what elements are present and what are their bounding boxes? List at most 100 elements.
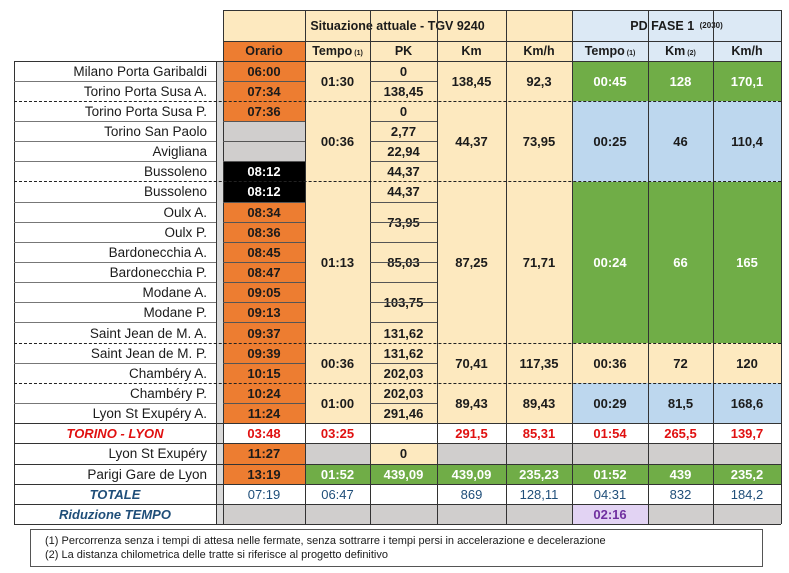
- footnote-1: (1) Percorrenza senza i tempi di attesa …: [45, 535, 606, 547]
- tempo-cell: 01:30: [305, 61, 370, 102]
- row-divider: [223, 141, 305, 143]
- station-name: Milano Porta Garibaldi: [73, 63, 207, 79]
- riduzione-tempo-label: Riduzione TEMPO: [59, 506, 171, 522]
- row-divider: [370, 282, 437, 284]
- pd-tempo-cell: 00:24: [572, 181, 648, 344]
- column-divider: [647, 10, 649, 525]
- pd-kmh-cell: 235,2: [713, 464, 781, 485]
- row-divider: [14, 483, 781, 485]
- column-divider: [505, 10, 507, 525]
- row-divider: [14, 161, 216, 163]
- station-name: Bardonecchia P.: [109, 265, 207, 281]
- pd-km-cell: 81,5: [648, 383, 713, 424]
- orario-cell: 13:19: [223, 464, 305, 485]
- row-divider: [223, 241, 305, 243]
- row-divider: [223, 9, 781, 11]
- pk-cell: 202,03: [370, 383, 437, 404]
- pd-km-cell: 66: [648, 181, 713, 344]
- row-divider: [223, 362, 305, 364]
- km-empty-cell: [437, 504, 506, 525]
- pd-km-total-cell: 265,5: [648, 423, 713, 444]
- kmh-total-cell: 85,31: [506, 423, 572, 444]
- tempo-empty-cell: [305, 504, 370, 525]
- row-divider: [370, 161, 437, 163]
- orario-cell: 10:24: [223, 383, 305, 404]
- pk-empty-cell: [370, 423, 437, 444]
- row-divider: [14, 443, 781, 445]
- pk-cell: 202,03: [370, 363, 437, 384]
- row-divider: [14, 342, 781, 344]
- orario-cell: 09:05: [223, 282, 305, 303]
- row-divider: [14, 403, 216, 405]
- column-divider: [13, 61, 15, 525]
- km-cell: 70,41: [437, 343, 506, 384]
- pd-tempo-cell: 01:52: [572, 464, 648, 485]
- row-divider: [14, 181, 781, 183]
- tempo-header-ref: (1): [354, 49, 363, 57]
- station-name: Modane P.: [143, 305, 207, 321]
- tempo-cell: 00:36: [305, 343, 370, 384]
- row-divider: [14, 141, 216, 143]
- current-situation-title: Situazione attuale - TGV 9240: [223, 10, 572, 41]
- row-divider: [370, 362, 437, 364]
- km-cell: 87,25: [437, 181, 506, 344]
- station-name: Lyon St Exupéry A.: [92, 406, 207, 422]
- row-divider: [370, 302, 437, 304]
- station-name: Modane A.: [142, 285, 207, 301]
- station-name: Lyon St Exupéry: [108, 446, 207, 462]
- station-name: Bussoleno: [143, 184, 207, 200]
- pd-tempo-cell: 00:29: [572, 383, 648, 424]
- pd-kmh-cell: 110,4: [713, 101, 781, 182]
- station-name: Chambéry A.: [128, 365, 207, 381]
- pd-empty-cell: [648, 504, 781, 525]
- kmh-total-cell: 128,11: [506, 484, 572, 505]
- tempo-header-label: Tempo: [312, 44, 353, 58]
- station-name: Oulx P.: [164, 224, 207, 240]
- tempo-cell: 00:36: [305, 101, 370, 182]
- row-divider: [14, 523, 781, 525]
- orario-cell: 08:12: [223, 161, 305, 182]
- pk-cell: 0: [370, 61, 437, 82]
- km-cell: 138,45: [437, 61, 506, 102]
- pd-kmh-cell: 170,1: [713, 61, 781, 102]
- orario-header: Orario: [223, 41, 305, 61]
- kmh-cell: 71,71: [506, 181, 572, 344]
- pd-tempo-total-cell: 04:31: [572, 484, 648, 505]
- station-name: Torino Porta Susa P.: [84, 103, 207, 119]
- row-divider: [14, 60, 781, 62]
- pd-tempo-header: Tempo (1): [572, 41, 648, 61]
- pd-phase-label: PD FASE 1: [630, 18, 695, 33]
- riduzione-tempo-value: 02:16: [572, 504, 648, 525]
- pd-empty-cell: [572, 443, 781, 464]
- pk-cell: 131,62: [370, 322, 437, 344]
- orario-cell: 08:47: [223, 262, 305, 283]
- pk-cell: 138,45: [370, 81, 437, 102]
- totale-label: TOTALE: [89, 486, 141, 502]
- pd-km-header: Km (2): [648, 41, 713, 61]
- pd-km-header-ref: (2): [687, 49, 696, 57]
- km-header: Km: [437, 41, 506, 61]
- orario-cell: 09:39: [223, 343, 305, 364]
- pd-tempo-header-label: Tempo: [584, 44, 625, 58]
- tempo-empty-cell: [305, 443, 370, 464]
- station-name: Bardonecchia A.: [108, 244, 207, 260]
- row-divider: [14, 100, 781, 102]
- row-divider: [370, 403, 437, 405]
- orario-cell: 09:37: [223, 322, 305, 344]
- orario-cell: 11:27: [223, 443, 305, 464]
- orario-cell: 10:15: [223, 363, 305, 384]
- orario-cell: 08:34: [223, 202, 305, 223]
- pk-cell: 439,09: [370, 464, 437, 485]
- row-divider: [223, 161, 305, 163]
- km-cell: 439,09: [437, 464, 506, 485]
- pk-header: PK: [370, 41, 437, 61]
- pd-phase-title: PD FASE 1 (2030): [572, 10, 781, 41]
- column-divider: [369, 10, 371, 525]
- row-divider: [223, 120, 305, 122]
- kmh-cell: 92,3: [506, 61, 572, 102]
- orario-cell: 08:45: [223, 242, 305, 263]
- pd-km-total-cell: 832: [648, 484, 713, 505]
- pk-empty-cell: [370, 504, 437, 525]
- row-divider: [14, 241, 216, 243]
- row-divider: [14, 120, 216, 122]
